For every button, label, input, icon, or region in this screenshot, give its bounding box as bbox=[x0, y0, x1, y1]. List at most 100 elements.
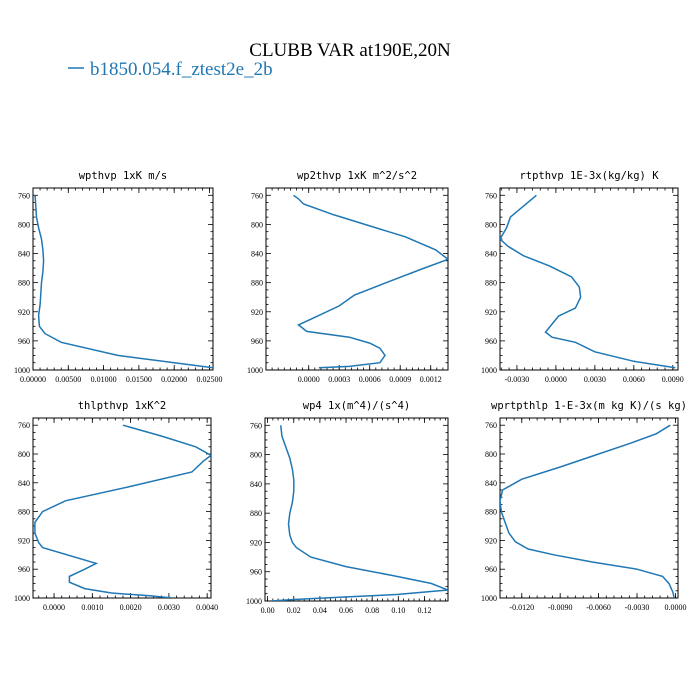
y-tick-label: 800 bbox=[485, 450, 497, 459]
x-tick-label: 0.0000 bbox=[545, 375, 567, 384]
y-tick-label: 1000 bbox=[481, 594, 497, 603]
y-tick-label: 960 bbox=[18, 337, 30, 346]
x-tick-label: 0.0010 bbox=[81, 603, 103, 612]
plot-frame bbox=[499, 417, 679, 599]
y-tick-label: 800 bbox=[250, 451, 262, 460]
x-tick-label: 0.0003 bbox=[328, 375, 350, 384]
y-tick-label: 880 bbox=[485, 508, 497, 517]
panel-4: thlpthvp 1xK^2 760 800 840 880 920 960 1000 0.00… bbox=[14, 400, 218, 612]
series-line bbox=[271, 425, 448, 601]
x-tick-label: -0.0030 bbox=[505, 375, 530, 384]
y-tick-label: 960 bbox=[250, 568, 262, 577]
x-tick-label: 0.0030 bbox=[158, 603, 180, 612]
y-tick-label: 840 bbox=[485, 250, 497, 259]
x-tick-label: 0.0030 bbox=[584, 375, 606, 384]
y-tick-label: 960 bbox=[18, 565, 30, 574]
panel-title: thlpthvp 1xK^2 bbox=[78, 400, 167, 412]
y-tick-label: 760 bbox=[251, 191, 263, 200]
y-tick-label: 920 bbox=[485, 308, 497, 317]
y-tick-label: 880 bbox=[485, 279, 497, 288]
x-tick-label: -0.0060 bbox=[586, 603, 611, 612]
x-tick-label: 0.0000 bbox=[664, 603, 686, 612]
x-tick-label: 0.00500 bbox=[55, 375, 81, 384]
x-tick-label: 0.02 bbox=[287, 606, 301, 615]
x-tick-label: 0.04 bbox=[313, 606, 327, 615]
y-tick-label: 1000 bbox=[14, 366, 30, 375]
plot-frame bbox=[32, 187, 214, 371]
x-tick-label: 0.01000 bbox=[91, 375, 117, 384]
series-line bbox=[293, 194, 448, 369]
y-tick-label: 840 bbox=[18, 250, 30, 259]
plot-frame bbox=[264, 417, 449, 602]
y-tick-label: 920 bbox=[250, 538, 262, 547]
x-tick-label: 0.00 bbox=[261, 606, 275, 615]
y-tick-label: 880 bbox=[18, 508, 30, 517]
plot-frame bbox=[499, 187, 679, 371]
y-tick-label: 1000 bbox=[481, 366, 497, 375]
y-tick-label: 1000 bbox=[14, 594, 30, 603]
y-tick-label: 1000 bbox=[247, 366, 263, 375]
x-tick-label: 0.0020 bbox=[120, 603, 142, 612]
series-line bbox=[34, 424, 211, 598]
y-tick-label: 760 bbox=[18, 191, 30, 200]
panels: wpthvp 1xK m/s76080084088092096010000.00… bbox=[14, 170, 687, 615]
panel-3: rtpthvp 1E-3x(kg/kg) K 760 800 840 880 920 960… bbox=[481, 170, 684, 384]
y-tick-label: 800 bbox=[18, 450, 30, 459]
panel-title: wp4 1x(m^4)/(s^4) bbox=[303, 400, 410, 412]
legend-label: b1850.054.f_ztest2e_2b bbox=[90, 59, 273, 80]
panel-title: wpthvp 1xK m/s bbox=[79, 170, 168, 182]
y-tick-label: 760 bbox=[485, 421, 497, 430]
x-tick-label: 0.01500 bbox=[126, 375, 152, 384]
x-tick-label: -0.0090 bbox=[548, 603, 573, 612]
x-tick-label: 0.0009 bbox=[389, 375, 411, 384]
x-tick-label: 0.02000 bbox=[161, 375, 187, 384]
x-tick-label: -0.0120 bbox=[509, 603, 534, 612]
series-line bbox=[500, 194, 676, 369]
x-tick-label: 0.06 bbox=[339, 606, 353, 615]
panel-1: wpthvp 1xK m/s76080084088092096010000.00… bbox=[14, 170, 222, 384]
y-tick-label: 960 bbox=[251, 337, 263, 346]
y-tick-label: 920 bbox=[18, 308, 30, 317]
y-tick-label: 840 bbox=[485, 479, 497, 488]
plot-frame bbox=[265, 187, 449, 371]
y-tick-label: 760 bbox=[485, 191, 497, 200]
y-tick-label: 800 bbox=[18, 220, 30, 229]
x-tick-label: 0.0090 bbox=[662, 375, 684, 384]
plot-frame bbox=[32, 417, 212, 599]
y-tick-label: 1000 bbox=[246, 597, 262, 606]
x-tick-label: 0.0000 bbox=[43, 603, 65, 612]
panel-title: wprtpthlp 1-E-3x(m kg K)/(s kg) bbox=[491, 400, 687, 412]
y-tick-label: 960 bbox=[485, 565, 497, 574]
x-tick-label: 0.0040 bbox=[196, 603, 218, 612]
x-tick-label: -0.0030 bbox=[625, 603, 650, 612]
panel-2: wp2thvp 1xK m^2/s^2 760 800 840 880 920 960 100… bbox=[247, 170, 449, 384]
panel-5: wp4 1x(m^4)/(s^4)76080084088092096010000… bbox=[246, 400, 449, 615]
series-line bbox=[500, 424, 675, 598]
y-tick-label: 760 bbox=[250, 421, 262, 430]
x-tick-label: 0.12 bbox=[417, 606, 431, 615]
y-tick-label: 960 bbox=[485, 337, 497, 346]
y-tick-label: 920 bbox=[18, 536, 30, 545]
y-tick-label: 920 bbox=[251, 308, 263, 317]
panel-title: wp2thvp 1xK m^2/s^2 bbox=[297, 170, 417, 182]
x-tick-label: 0.0012 bbox=[420, 375, 442, 384]
y-tick-label: 840 bbox=[250, 480, 262, 489]
x-tick-label: 0.0006 bbox=[359, 375, 381, 384]
x-tick-label: 0.08 bbox=[365, 606, 379, 615]
y-tick-label: 840 bbox=[251, 250, 263, 259]
x-tick-label: 0.0000 bbox=[298, 375, 320, 384]
x-tick-label: 0.10 bbox=[391, 606, 405, 615]
y-tick-label: 800 bbox=[485, 220, 497, 229]
x-tick-label: 0.0060 bbox=[623, 375, 645, 384]
y-tick-label: 880 bbox=[251, 279, 263, 288]
legend: b1850.054.f_ztest2e_2b bbox=[68, 59, 273, 80]
series-line bbox=[34, 195, 213, 369]
y-tick-label: 760 bbox=[18, 421, 30, 430]
y-tick-label: 880 bbox=[18, 279, 30, 288]
y-tick-label: 880 bbox=[250, 509, 262, 518]
x-tick-label: 0.00000 bbox=[20, 375, 46, 384]
y-tick-label: 800 bbox=[251, 220, 263, 229]
y-tick-label: 920 bbox=[485, 536, 497, 545]
panel-6: wprtpthlp 1-E-3x(m kg K)/(s kg) 760 800 840… bbox=[481, 400, 687, 612]
figure-title: CLUBB VAR at190E,20N bbox=[249, 40, 451, 61]
